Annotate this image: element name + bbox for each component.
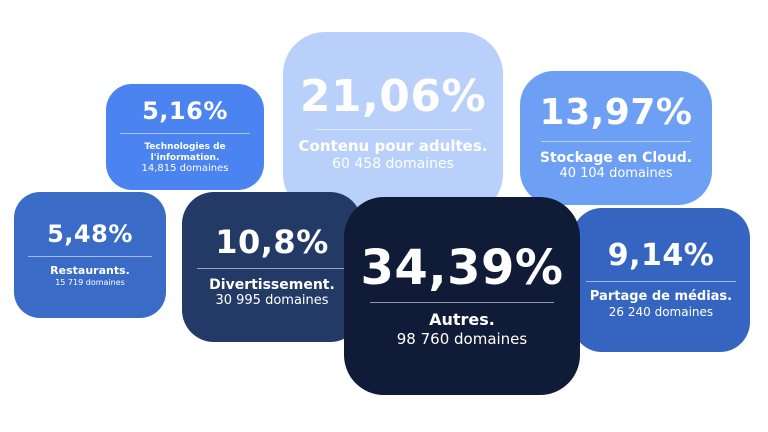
- category-label: Stockage en Cloud.: [539, 149, 693, 166]
- bubble-restaurants: 5,48% Restaurants. 15 719 domaines: [14, 192, 166, 318]
- divider: [541, 140, 691, 142]
- category-label: Contenu pour adultes.: [298, 137, 488, 156]
- percent-label: 5,48%: [47, 220, 133, 249]
- divider: [120, 133, 250, 135]
- domain-count: 40 104 domaines: [559, 165, 673, 181]
- percent-label: 34,39%: [360, 240, 564, 297]
- domain-count: 26 240 domaines: [608, 304, 714, 319]
- domain-count: 14,815 domaines: [141, 162, 229, 174]
- divider: [586, 280, 736, 282]
- bubble-contenu-pour-adultes: 21,06% Contenu pour adultes. 60 458 doma…: [283, 32, 503, 216]
- divider: [197, 267, 347, 269]
- domain-count: 98 760 domaines: [396, 329, 528, 348]
- category-label: Autres.: [429, 310, 495, 330]
- percent-label: 13,97%: [539, 91, 693, 133]
- divider: [315, 129, 471, 131]
- bubble-autres: 34,39% Autres. 98 760 domaines: [344, 197, 580, 395]
- domain-count: 60 458 domaines: [332, 155, 454, 172]
- category-label: Partage de médias.: [589, 288, 733, 304]
- bubble-technologies-information: 5,16% Technologies de l'information. 14,…: [106, 84, 264, 190]
- percent-label: 10,8%: [215, 222, 329, 261]
- domain-count: 30 995 domaines: [215, 292, 329, 308]
- percent-label: 9,14%: [607, 237, 715, 273]
- divider: [370, 302, 554, 304]
- category-label: Divertissement.: [209, 276, 335, 293]
- category-label: Technologies de l'information.: [144, 142, 226, 163]
- percent-label: 5,16%: [142, 97, 228, 126]
- bubble-stockage-en-cloud: 13,97% Stockage en Cloud. 40 104 domaine…: [520, 71, 712, 205]
- percent-label: 21,06%: [299, 71, 487, 123]
- divider: [28, 256, 152, 258]
- bubble-partage-de-medias: 9,14% Partage de médias. 26 240 domaines: [572, 208, 750, 352]
- category-label: Restaurants.: [50, 264, 130, 278]
- domain-count: 15 719 domaines: [55, 278, 125, 288]
- bubble-divertissement: 10,8% Divertissement. 30 995 domaines: [182, 192, 362, 342]
